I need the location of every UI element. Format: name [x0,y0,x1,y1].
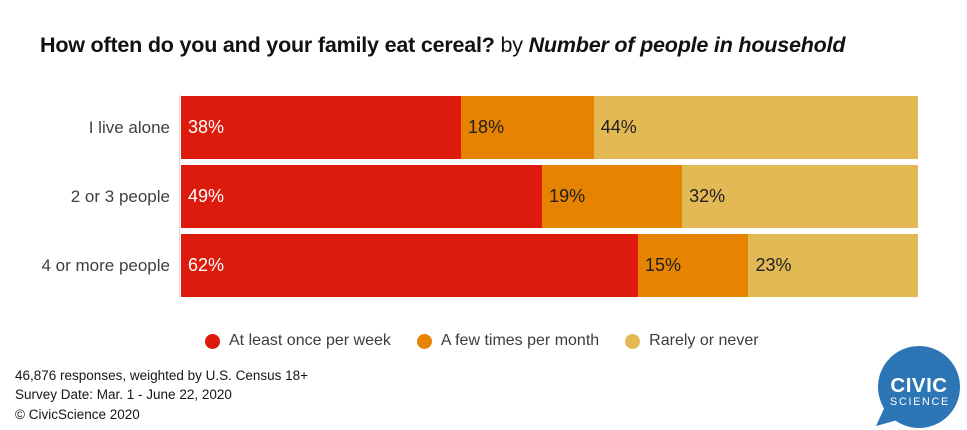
bar-row-i-live-alone: I live alone 38% 18% 44% [0,96,967,159]
bar-row-4-or-more-people: 4 or more people 62% 15% 23% [0,234,967,297]
chart-title-connector: by [494,33,529,57]
bar-value-label: 23% [755,255,792,275]
legend-label: A few times per month [440,332,600,349]
logo-text-civic: CIVIC [890,374,947,397]
legend: At least once per week A few times per mo… [205,329,759,353]
footer-responses: 46,876 responses, weighted by U.S. Censu… [15,368,309,383]
bar-value-label: 49% [188,186,225,206]
bar-segment-at-least-once-per-week: 49% [181,165,543,228]
chart-title-question: How often do you and your family eat cer… [40,33,495,57]
category-label: 2 or 3 people [70,187,170,206]
legend-label: Rarely or never [649,332,759,349]
category-label: I live alone [88,118,170,137]
y-axis-line [179,95,180,298]
plot-area: I live alone 38% 18% 44% 2 or 3 people 49% 19%… [0,96,967,303]
bar-value-label: 15% [644,255,681,275]
category-label: 4 or more people [41,256,170,275]
bar-value-label: 62% [188,255,225,275]
bar-segment-rarely-or-never: 23% [748,234,918,297]
legend-swatch-icon [416,333,432,349]
civicscience-logo-icon: CIVIC SCIENCE [876,346,960,428]
bar-segment-at-least-once-per-week: 62% [181,234,638,297]
stacked-bar: 62% 15% 23% [181,234,918,297]
bar-segment-a-few-times-per-month: 19% [542,165,683,228]
bar-value-label: 44% [600,117,637,137]
bar-segment-at-least-once-per-week: 38% [181,96,462,159]
logo-bubble-circle [878,346,960,428]
stacked-bar: 38% 18% 44% [181,96,918,159]
legend-item-at-least-once-per-week: At least once per week [205,332,391,350]
logo-text-science: SCIENCE [890,396,950,408]
legend-label: At least once per week [229,332,391,349]
bar-segment-a-few-times-per-month: 15% [637,234,749,297]
bar-value-label: 18% [468,117,505,137]
bar-segment-a-few-times-per-month: 18% [461,96,594,159]
legend-swatch-icon [625,333,641,349]
chart-title: How often do you and your family eat cer… [40,33,845,58]
chart-title-group: Number of people in household [528,33,846,57]
bar-value-label: 19% [549,186,586,206]
footer-copyright: © CivicScience 2020 [15,406,140,422]
bar-value-label: 32% [689,186,726,206]
legend-item-rarely-or-never: Rarely or never [625,332,759,350]
bar-segment-rarely-or-never: 44% [593,96,918,159]
bar-row-2-or-3-people: 2 or 3 people 49% 19% 32% [0,165,967,228]
footer-survey-date: Survey Date: Mar. 1 - June 22, 2020 [15,387,232,403]
legend-item-a-few-times-per-month: A few times per month [416,332,600,350]
bar-value-label: 38% [188,117,225,137]
footer-notes: 46,876 responses, weighted by U.S. Censu… [15,366,308,424]
stacked-bar: 49% 19% 32% [181,165,918,228]
legend-swatch-icon [205,333,220,349]
bar-segment-rarely-or-never: 32% [682,165,918,228]
